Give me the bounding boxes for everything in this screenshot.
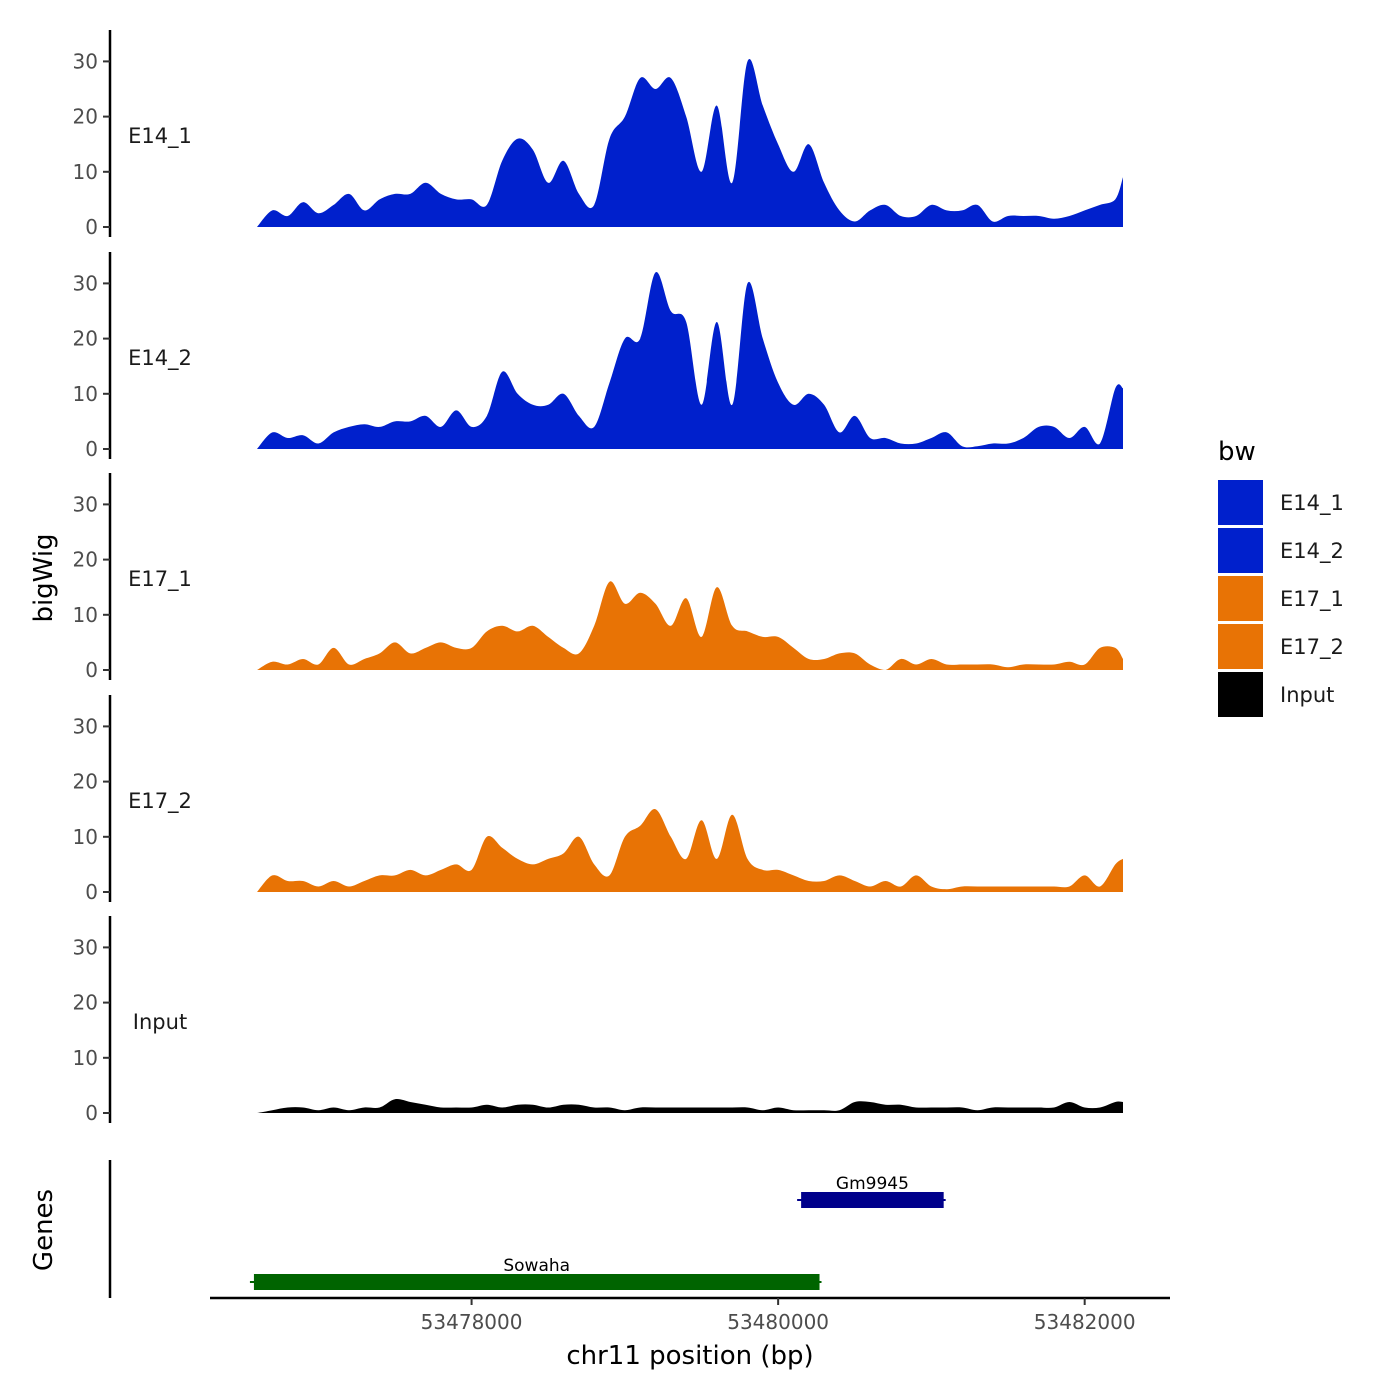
legend-entry-e14-1: E14_1 bbox=[1218, 480, 1344, 525]
y-tick-label: 20 bbox=[73, 105, 98, 129]
y-tick-label: 10 bbox=[73, 160, 98, 184]
legend-swatch bbox=[1218, 672, 1263, 717]
gene-sowaha: Sowaha bbox=[249, 1256, 822, 1290]
y-tick-label: 20 bbox=[73, 327, 98, 351]
track-label: E14_1 bbox=[128, 124, 192, 149]
legend-entry-e14-2: E14_2 bbox=[1218, 528, 1344, 573]
track-e17-2: 0 10 20 30 E17_2 bbox=[73, 695, 1123, 904]
coverage-area-input bbox=[257, 1099, 1123, 1113]
y-tick-label: 20 bbox=[73, 991, 98, 1015]
gene-body bbox=[253, 1274, 820, 1290]
gene-label: Gm9945 bbox=[836, 1174, 909, 1194]
y-tick-label: 10 bbox=[73, 825, 98, 849]
legend-entry-e17-2: E17_2 bbox=[1218, 624, 1344, 669]
track-e17-1: 0 10 20 30 E17_1 bbox=[73, 473, 1123, 682]
y-tick-label: 30 bbox=[73, 935, 98, 959]
y-tick-label: 0 bbox=[85, 880, 98, 904]
gene-label: Sowaha bbox=[503, 1256, 570, 1276]
y-tick-label: 0 bbox=[85, 437, 98, 461]
legend-entry-input: Input bbox=[1218, 672, 1334, 717]
legend-entry-e17-1: E17_1 bbox=[1218, 576, 1344, 621]
track-label: E17_2 bbox=[128, 789, 192, 814]
legend-swatch bbox=[1218, 480, 1263, 525]
x-axis-title: chr11 position (bp) bbox=[566, 1341, 813, 1371]
y-tick-label: 30 bbox=[73, 271, 98, 295]
track-label: E17_1 bbox=[128, 567, 192, 592]
track-e14-1: 0 10 20 30 E14_1 bbox=[73, 30, 1123, 239]
x-tick-label: 53482000 bbox=[1034, 1310, 1136, 1334]
legend-label: E17_2 bbox=[1280, 635, 1344, 660]
coverage-area-e17-1 bbox=[257, 581, 1123, 670]
legend-title: bw bbox=[1218, 437, 1256, 467]
gene-body bbox=[801, 1192, 944, 1208]
x-tick-label: 53480000 bbox=[727, 1310, 829, 1334]
y-tick-label: 0 bbox=[85, 658, 98, 682]
legend-label: Input bbox=[1280, 683, 1334, 707]
y-tick-label: 30 bbox=[73, 492, 98, 516]
y-tick-label: 10 bbox=[73, 603, 98, 627]
genes-track: Gm9945 Sowaha bbox=[108, 1160, 946, 1298]
legend-label: E14_2 bbox=[1280, 539, 1344, 564]
y-tick-label: 10 bbox=[73, 382, 98, 406]
legend-label: E14_1 bbox=[1280, 491, 1344, 516]
y-tick-label: 20 bbox=[73, 770, 98, 794]
y-tick-label: 30 bbox=[73, 714, 98, 738]
coverage-tracks: 0 10 20 30 E14_1 0 10 20 30 E14_2 0 10 20 30 E17_1 0 10 2… bbox=[73, 30, 1123, 1125]
y-tick-label: 30 bbox=[73, 49, 98, 73]
genes-axis-title: Genes bbox=[29, 1189, 59, 1271]
y-tick-label: 10 bbox=[73, 1046, 98, 1070]
x-axis: 53478000 53480000 53482000 bbox=[210, 1296, 1170, 1334]
legend-swatch bbox=[1218, 528, 1263, 573]
track-input: 0 10 20 30 Input bbox=[73, 916, 1123, 1125]
legend: bw E14_1 E14_2 E17_1 E17_2 Input bbox=[1218, 437, 1344, 717]
gene-gm9945: Gm9945 bbox=[797, 1174, 946, 1208]
y-axis-title: bigWig bbox=[29, 533, 59, 622]
y-tick-label: 0 bbox=[85, 215, 98, 239]
y-tick-label: 20 bbox=[73, 548, 98, 572]
legend-swatch bbox=[1218, 624, 1263, 669]
x-tick-label: 53478000 bbox=[421, 1310, 523, 1334]
legend-label: E17_1 bbox=[1280, 587, 1344, 612]
track-label: Input bbox=[133, 1010, 187, 1034]
track-e14-2: 0 10 20 30 E14_2 bbox=[73, 252, 1123, 461]
coverage-area-e14-1 bbox=[257, 59, 1123, 228]
coverage-area-e17-2 bbox=[257, 809, 1123, 892]
coverage-area-e14-2 bbox=[257, 271, 1123, 449]
track-label: E14_2 bbox=[128, 346, 192, 371]
legend-swatch bbox=[1218, 576, 1263, 621]
y-tick-label: 0 bbox=[85, 1101, 98, 1125]
